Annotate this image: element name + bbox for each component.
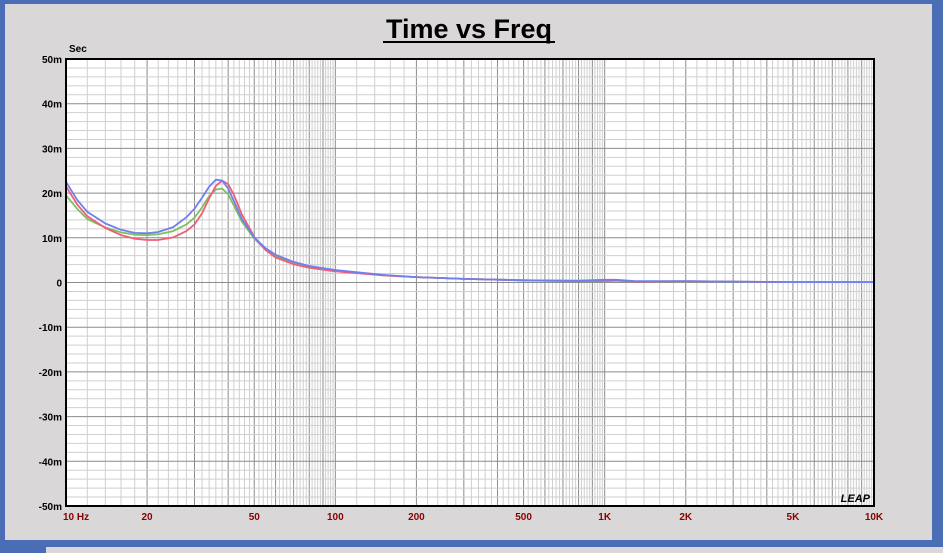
x-tick-label: 10K bbox=[865, 512, 884, 523]
x-tick-label: 10 Hz bbox=[63, 512, 89, 523]
y-tick-label: 40m bbox=[42, 100, 62, 111]
y-tick-label: 20m bbox=[42, 189, 62, 200]
y-tick-label: 30m bbox=[42, 144, 62, 155]
plot-frame bbox=[65, 58, 875, 507]
x-tick-label: 200 bbox=[408, 512, 425, 523]
y-tick-label: -50m bbox=[39, 502, 62, 513]
bottom-strip bbox=[46, 547, 943, 553]
x-tick-label: 20 bbox=[142, 512, 154, 523]
chart-title: Time vs Freq bbox=[386, 14, 552, 44]
y-tick-label: 0 bbox=[56, 279, 62, 290]
x-tick-label: 500 bbox=[515, 512, 532, 523]
y-tick-label: -30m bbox=[39, 413, 62, 424]
x-tick-label: 100 bbox=[327, 512, 344, 523]
x-tick-label: 5K bbox=[787, 512, 801, 523]
series-line-3 bbox=[65, 178, 874, 283]
x-tick-label: 2K bbox=[679, 512, 693, 523]
y-axis-unit-label: Sec bbox=[69, 44, 87, 55]
x-tick-label: 1K bbox=[598, 512, 612, 523]
x-tick-label: 50 bbox=[249, 512, 261, 523]
y-tick-label: 50m bbox=[42, 55, 62, 66]
y-tick-label: -10m bbox=[39, 323, 62, 334]
y-tick-label: -40m bbox=[39, 457, 62, 468]
y-tick-label: -20m bbox=[39, 368, 62, 379]
leap-logo: LEAP bbox=[841, 493, 871, 505]
y-tick-label: 10m bbox=[42, 234, 62, 245]
